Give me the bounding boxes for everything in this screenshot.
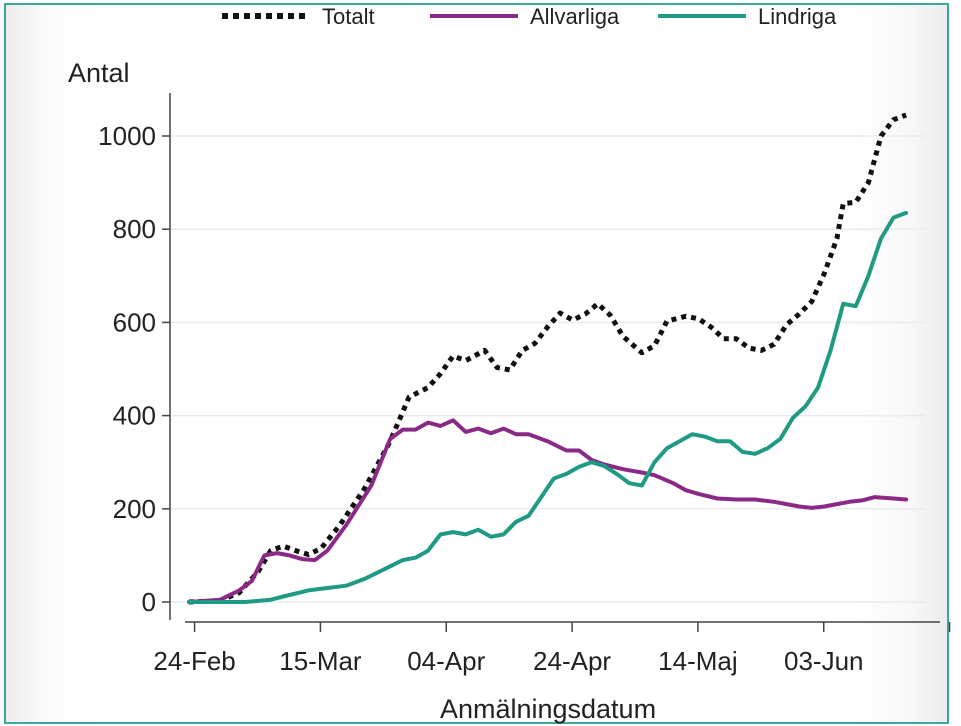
y-axis-title: Antal <box>68 58 130 88</box>
y-tick-label: 400 <box>113 401 156 431</box>
y-tick-label: 800 <box>113 214 156 244</box>
legend-label-allvarliga: Allvarliga <box>530 4 620 29</box>
series-line-lindriga <box>186 210 909 604</box>
legend-label-totalt: Totalt <box>322 4 375 29</box>
axes <box>162 93 951 632</box>
x-tick-label: 24-Feb <box>153 646 235 676</box>
chart-frame <box>4 3 949 724</box>
x-tick-label: 04-Apr <box>407 646 485 676</box>
series-lines <box>186 112 909 605</box>
x-tick-label: 14-Maj <box>658 646 737 676</box>
x-tick-label: 15-Mar <box>279 646 362 676</box>
series-line-allvarliga <box>186 418 909 604</box>
y-tick-label: 0 <box>142 587 156 617</box>
legend-label-lindriga: Lindriga <box>758 4 837 29</box>
y-tick-label: 1000 <box>98 121 156 151</box>
tick-labels: 0 200 400 600 800 1000 24-Feb 15-Mar 04-Apr 24-Ap… <box>98 121 863 676</box>
gridlines <box>170 135 925 603</box>
y-tick-label: 600 <box>113 307 156 337</box>
x-tick-label: 03-Jun <box>784 646 864 676</box>
x-tick-label: 24-Apr <box>533 646 611 676</box>
series-line-totalt <box>188 112 907 605</box>
y-tick-label: 200 <box>113 494 156 524</box>
x-axis-title: Anmälningsdatum <box>440 694 656 724</box>
legend: Totalt Allvarliga Lindriga <box>222 4 837 29</box>
